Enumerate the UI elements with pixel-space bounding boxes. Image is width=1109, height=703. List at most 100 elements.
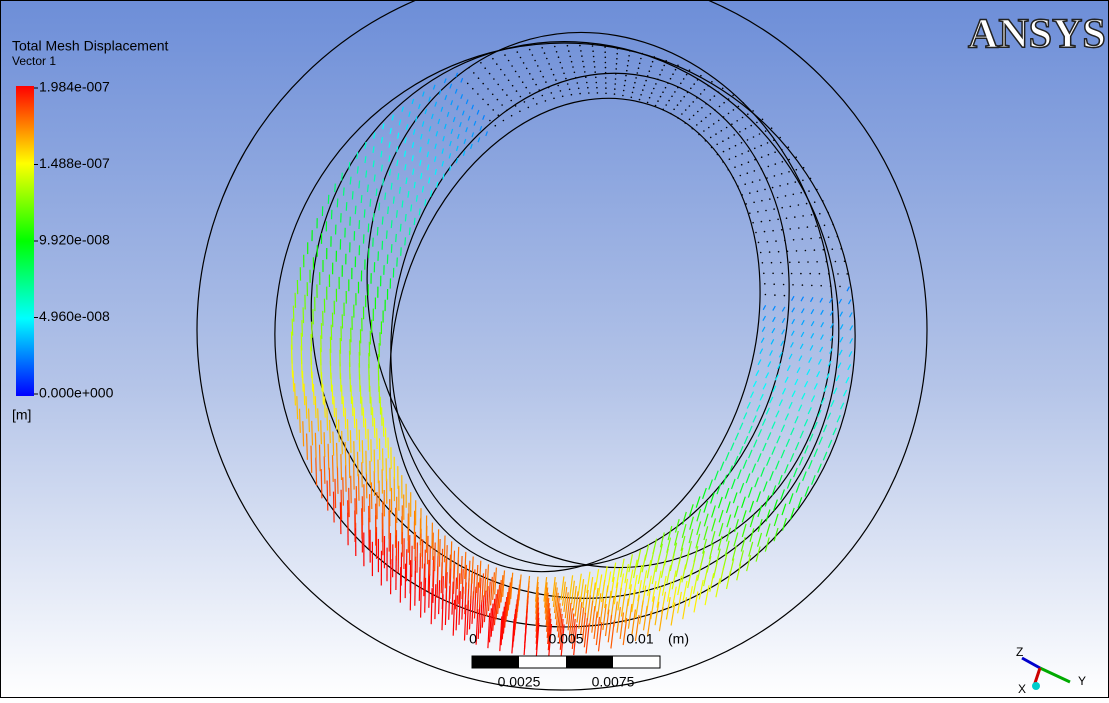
vector-dot	[520, 96, 522, 98]
vector-dot	[741, 153, 743, 155]
vector-arrow	[327, 408, 328, 430]
vector-dot	[649, 70, 651, 72]
vector-arrow	[333, 455, 334, 482]
vector-arrow	[396, 234, 397, 242]
vector-arrow	[295, 383, 296, 405]
vector-dot	[627, 65, 629, 67]
vector-dot	[604, 46, 606, 48]
vector-dot	[723, 116, 725, 118]
vector-dot	[615, 78, 617, 80]
vector-dot	[778, 251, 780, 253]
vector-dot	[762, 262, 764, 264]
vector-arrow	[337, 443, 338, 468]
vector-dot	[551, 69, 553, 71]
vector-dot	[637, 72, 639, 74]
vector-dot	[605, 72, 607, 74]
vector-dot	[677, 104, 679, 106]
vector-dot	[810, 178, 812, 180]
vector-dot	[661, 69, 663, 71]
vector-arrow	[313, 384, 314, 405]
vector-arrow	[342, 431, 343, 454]
vector-dot	[819, 213, 821, 215]
vector-dot	[614, 88, 616, 90]
vector-dot	[837, 236, 839, 238]
vector-dot	[472, 88, 474, 90]
vector-dot	[807, 261, 809, 263]
vector-arrow	[357, 419, 358, 440]
vector-dot	[705, 140, 707, 142]
vector-dot	[641, 53, 643, 55]
vector-dot	[796, 169, 798, 171]
vector-arrow	[303, 421, 304, 446]
vector-dot	[560, 62, 562, 64]
vector-dot	[480, 62, 482, 64]
vector-dot	[512, 85, 514, 87]
vector-arrow	[306, 396, 307, 419]
vector-arrow	[342, 385, 343, 404]
vector-dot	[473, 72, 475, 74]
vector-arrow	[421, 582, 422, 618]
vector-dot	[647, 102, 649, 104]
vector-dot	[652, 61, 654, 63]
vector-dot	[593, 61, 595, 63]
legend-label: 9.920e-008	[39, 232, 110, 248]
vector-arrow	[425, 550, 426, 580]
vector-dot	[729, 148, 731, 150]
vector-dot	[738, 106, 740, 108]
vector-dot	[631, 97, 633, 99]
vector-arrow	[292, 332, 293, 350]
vector-dot	[769, 198, 771, 200]
vector-dot	[659, 74, 661, 76]
vector-dot	[723, 151, 725, 153]
vector-dot	[749, 212, 751, 214]
vector-dot	[767, 241, 769, 243]
vector-dot	[735, 156, 737, 158]
vector-arrow	[359, 430, 360, 452]
vector-dot	[551, 92, 553, 94]
vector-dot	[497, 84, 499, 86]
vector-dot	[697, 111, 699, 113]
triad-label: Z	[1016, 645, 1023, 659]
vector-dot	[478, 77, 480, 79]
vector-dot	[747, 172, 749, 174]
vector-arrow	[292, 319, 293, 336]
vector-dot	[756, 122, 758, 124]
vector-dot	[616, 53, 618, 55]
viewport: Total Mesh Displacement Vector 1 1.984e-…	[0, 0, 1109, 698]
vector-dot	[633, 87, 635, 89]
vector-arrow	[387, 230, 388, 238]
vector-dot	[665, 87, 667, 89]
vector-arrow	[414, 218, 415, 225]
vector-dot	[819, 237, 821, 239]
vector-dot	[605, 93, 607, 95]
vector-arrow	[373, 213, 374, 221]
vector-dot	[548, 63, 550, 65]
vector-dot	[510, 100, 512, 102]
vector-arrow	[420, 553, 421, 584]
vector-dot	[707, 85, 709, 87]
vector-dot	[568, 50, 570, 52]
vector-dot	[750, 125, 752, 127]
vector-arrow	[444, 536, 445, 563]
vector-dot	[492, 58, 494, 60]
vector-arrow	[370, 199, 371, 207]
vector-dot	[775, 163, 777, 165]
vector-dot	[545, 81, 547, 83]
vector-arrow	[297, 396, 298, 419]
vector-dot	[768, 166, 770, 168]
legend-label: 1.984e-007	[39, 79, 110, 95]
vector-dot	[780, 262, 782, 264]
vector-dot	[757, 211, 759, 213]
vector-dot	[650, 66, 652, 68]
vector-dot	[768, 154, 770, 156]
vector-dot	[581, 55, 583, 57]
vector-dot	[644, 85, 646, 87]
vector-arrow	[377, 227, 378, 236]
vector-dot	[532, 78, 534, 80]
vector-arrow	[327, 481, 328, 511]
vector-dot	[719, 106, 721, 108]
vector-dot	[624, 85, 626, 87]
vector-dot	[614, 83, 616, 85]
vector-arrow	[333, 432, 334, 456]
vector-dot	[811, 214, 813, 216]
